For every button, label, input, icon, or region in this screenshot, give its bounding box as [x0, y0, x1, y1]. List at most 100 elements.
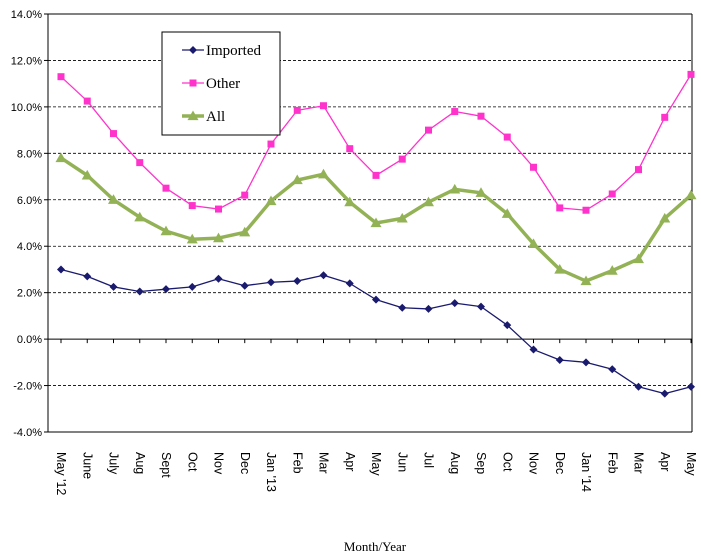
x-tick-label: Dec	[238, 452, 252, 474]
data-point-other	[608, 190, 616, 198]
data-point-all	[580, 275, 592, 286]
y-tick-label: 10.0%	[11, 102, 42, 114]
data-point-all	[396, 212, 408, 223]
data-point-other	[136, 159, 144, 167]
x-axis-label: Month/Year	[344, 539, 407, 554]
data-point-imported	[162, 285, 170, 294]
data-point-imported	[240, 281, 249, 290]
x-tick-label: Nov	[212, 452, 226, 475]
legend: Imported Other All	[161, 31, 281, 136]
x-tick-label: Sept	[159, 452, 173, 478]
series-line-imported	[60, 268, 692, 395]
data-point-imported	[529, 345, 538, 354]
legend-box	[161, 31, 281, 136]
data-point-imported	[608, 365, 617, 374]
data-point-other	[372, 171, 380, 179]
x-tick-label: Jul	[422, 452, 436, 468]
x-tick-label: Sep	[474, 452, 488, 474]
x-tick-label: Aug	[133, 452, 147, 474]
x-tick-label: Jun	[395, 452, 409, 472]
x-tick-label: June	[80, 452, 94, 479]
x-tick-label: Mar	[317, 452, 331, 474]
series-all	[55, 152, 697, 286]
plot-area	[55, 70, 697, 398]
data-point-all	[449, 183, 461, 194]
legend-item-other: Other	[182, 76, 240, 92]
data-point-other	[188, 202, 196, 210]
data-point-all	[659, 212, 671, 223]
data-point-imported	[477, 302, 485, 311]
data-point-other	[293, 106, 301, 114]
series-other	[57, 70, 695, 214]
y-tick-label: 14.0%	[11, 9, 42, 21]
data-point-other	[346, 145, 354, 153]
data-point-all	[554, 263, 566, 274]
y-tick-label: 8.0%	[17, 148, 42, 160]
data-point-all	[501, 208, 513, 218]
series-line-other	[60, 74, 692, 211]
data-point-other	[661, 113, 669, 121]
data-point-other	[110, 130, 117, 138]
data-point-all	[108, 194, 119, 204]
data-point-imported	[109, 282, 118, 291]
x-tick-label: May	[684, 452, 698, 476]
data-point-other	[267, 140, 275, 148]
data-point-imported	[135, 287, 144, 296]
data-point-imported	[293, 277, 302, 286]
data-point-imported	[634, 382, 643, 391]
data-point-imported	[57, 265, 65, 274]
y-tick-label: 6.0%	[17, 195, 42, 207]
data-point-imported	[450, 299, 459, 308]
x-tick-label: Apr	[343, 452, 357, 471]
data-point-other	[582, 206, 590, 214]
data-point-other	[687, 70, 695, 78]
data-point-imported	[503, 321, 512, 330]
series-imported	[57, 265, 695, 398]
data-point-all	[81, 169, 93, 180]
data-point-imported	[555, 356, 564, 365]
grid	[48, 60, 692, 386]
x-tick-label: Jan '13	[264, 452, 278, 492]
data-point-other	[425, 126, 432, 134]
data-point-imported	[319, 271, 328, 280]
x-tick-label: Aug	[448, 452, 462, 474]
x-tick-label: Feb	[605, 452, 619, 474]
data-point-all	[475, 187, 487, 197]
x-tick-label: Dec	[553, 452, 567, 474]
data-point-imported	[83, 272, 92, 281]
data-point-other	[451, 108, 459, 116]
axes	[47, 13, 693, 433]
y-tick-label: -4.0%	[13, 427, 42, 439]
data-point-other	[477, 112, 485, 120]
legend-label: All	[206, 109, 225, 125]
data-point-all	[685, 189, 697, 200]
x-tick-label: Feb	[290, 452, 304, 474]
data-point-other	[162, 184, 170, 192]
data-point-imported	[660, 389, 669, 398]
data-point-all	[160, 225, 172, 236]
legend-swatch-marker	[187, 110, 199, 121]
legend-item-all: All	[182, 109, 225, 125]
data-point-imported	[188, 282, 197, 291]
data-point-imported	[267, 278, 275, 287]
data-point-all	[291, 174, 303, 185]
data-point-all	[186, 233, 198, 244]
data-point-all	[633, 253, 644, 264]
x-axis-ticks: May '12 June July Aug Sept Oct Nov Dec Jan '13 Fe…	[54, 339, 698, 495]
x-tick-label: Nov	[527, 452, 541, 475]
data-point-imported	[372, 295, 380, 304]
data-point-other	[320, 102, 327, 110]
data-point-other	[57, 73, 65, 81]
y-tick-label: 0.0%	[17, 334, 42, 346]
y-tick-label: 2.0%	[17, 288, 42, 300]
data-point-imported	[398, 303, 407, 312]
data-point-all	[606, 265, 618, 275]
x-tick-label: May '12	[54, 452, 68, 495]
data-point-all	[55, 152, 67, 163]
y-tick-label: 4.0%	[17, 241, 42, 253]
legend-label: Other	[206, 76, 240, 92]
data-point-all	[265, 195, 277, 206]
data-point-all	[318, 168, 329, 179]
x-tick-label: May	[369, 452, 383, 476]
